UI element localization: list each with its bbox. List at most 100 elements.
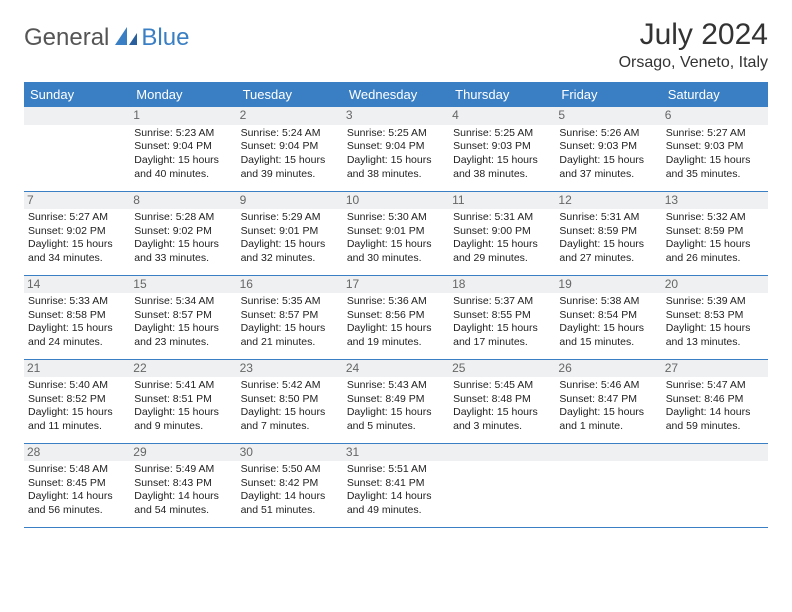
day-info-line: Sunset: 9:03 PM <box>559 140 657 154</box>
calendar-day-cell: 18Sunrise: 5:37 AMSunset: 8:55 PMDayligh… <box>449 275 555 359</box>
calendar-day-cell: 13Sunrise: 5:32 AMSunset: 8:59 PMDayligh… <box>662 191 768 275</box>
day-info-line: Sunrise: 5:40 AM <box>28 379 126 393</box>
day-info-line: Sunset: 8:56 PM <box>347 309 445 323</box>
day-info-line: Daylight: 15 hours <box>666 154 764 168</box>
day-info-line: and 15 minutes. <box>559 336 657 350</box>
day-number: 27 <box>662 360 768 378</box>
day-info-line: Sunset: 8:49 PM <box>347 393 445 407</box>
day-info-line: Sunrise: 5:49 AM <box>134 463 232 477</box>
day-number: 4 <box>449 107 555 125</box>
day-info-line: and 32 minutes. <box>241 252 339 266</box>
day-info-line: Sunset: 8:46 PM <box>666 393 764 407</box>
day-info-line: and 13 minutes. <box>666 336 764 350</box>
day-info-line: Sunset: 8:54 PM <box>559 309 657 323</box>
day-info-line: Daylight: 15 hours <box>559 238 657 252</box>
day-number: 3 <box>343 107 449 125</box>
calendar-day-cell: 20Sunrise: 5:39 AMSunset: 8:53 PMDayligh… <box>662 275 768 359</box>
day-info-line: and 34 minutes. <box>28 252 126 266</box>
day-info-line: Daylight: 15 hours <box>241 154 339 168</box>
calendar-day-cell: 16Sunrise: 5:35 AMSunset: 8:57 PMDayligh… <box>237 275 343 359</box>
calendar-day-cell: 4Sunrise: 5:25 AMSunset: 9:03 PMDaylight… <box>449 107 555 191</box>
calendar-day-cell: 1Sunrise: 5:23 AMSunset: 9:04 PMDaylight… <box>130 107 236 191</box>
day-info-line: and 33 minutes. <box>134 252 232 266</box>
day-number: 20 <box>662 276 768 294</box>
day-info-line: and 11 minutes. <box>28 420 126 434</box>
calendar-week-row: 21Sunrise: 5:40 AMSunset: 8:52 PMDayligh… <box>24 359 768 443</box>
day-info-line: and 54 minutes. <box>134 504 232 518</box>
day-number: 26 <box>555 360 661 378</box>
day-info-line: and 1 minute. <box>559 420 657 434</box>
day-info-line: and 40 minutes. <box>134 168 232 182</box>
day-info-line: Sunrise: 5:32 AM <box>666 211 764 225</box>
day-info-line: Daylight: 14 hours <box>347 490 445 504</box>
day-info-line: Sunrise: 5:35 AM <box>241 295 339 309</box>
calendar-day-cell: 7Sunrise: 5:27 AMSunset: 9:02 PMDaylight… <box>24 191 130 275</box>
calendar-week-row: 28Sunrise: 5:48 AMSunset: 8:45 PMDayligh… <box>24 443 768 527</box>
day-number: 2 <box>237 107 343 125</box>
page-header: General Blue July 2024 Orsago, Veneto, I… <box>24 18 768 72</box>
day-info-line: Sunrise: 5:42 AM <box>241 379 339 393</box>
day-number: 28 <box>24 444 130 462</box>
day-info-line: Daylight: 15 hours <box>28 406 126 420</box>
day-info-line: Sunset: 8:50 PM <box>241 393 339 407</box>
day-info-line: Sunset: 8:59 PM <box>666 225 764 239</box>
day-info-line: Daylight: 15 hours <box>347 322 445 336</box>
title-block: July 2024 Orsago, Veneto, Italy <box>619 18 768 72</box>
day-info-line: and 19 minutes. <box>347 336 445 350</box>
calendar-day-cell <box>449 443 555 527</box>
day-info-line: Sunrise: 5:38 AM <box>559 295 657 309</box>
day-info-line: Sunset: 9:00 PM <box>453 225 551 239</box>
day-info-line: Daylight: 15 hours <box>559 154 657 168</box>
calendar-day-cell: 31Sunrise: 5:51 AMSunset: 8:41 PMDayligh… <box>343 443 449 527</box>
calendar-day-cell: 29Sunrise: 5:49 AMSunset: 8:43 PMDayligh… <box>130 443 236 527</box>
day-info-line: Daylight: 15 hours <box>241 406 339 420</box>
weekday-header: Saturday <box>662 82 768 107</box>
day-number-empty <box>662 444 768 462</box>
day-number: 22 <box>130 360 236 378</box>
day-number: 23 <box>237 360 343 378</box>
day-info-line: Daylight: 15 hours <box>134 154 232 168</box>
day-info-line: Sunrise: 5:37 AM <box>453 295 551 309</box>
calendar-week-row: 7Sunrise: 5:27 AMSunset: 9:02 PMDaylight… <box>24 191 768 275</box>
day-info-line: and 35 minutes. <box>666 168 764 182</box>
day-info-line: Sunrise: 5:41 AM <box>134 379 232 393</box>
weekday-header: Monday <box>130 82 236 107</box>
calendar-day-cell: 3Sunrise: 5:25 AMSunset: 9:04 PMDaylight… <box>343 107 449 191</box>
day-number: 9 <box>237 192 343 210</box>
day-number: 8 <box>130 192 236 210</box>
day-number: 5 <box>555 107 661 125</box>
day-info-line: Sunset: 9:02 PM <box>134 225 232 239</box>
day-info-line: Sunrise: 5:26 AM <box>559 127 657 141</box>
day-info-line: and 37 minutes. <box>559 168 657 182</box>
day-number: 11 <box>449 192 555 210</box>
day-info-line: Sunset: 9:03 PM <box>666 140 764 154</box>
month-title: July 2024 <box>619 18 768 52</box>
calendar-body: 1Sunrise: 5:23 AMSunset: 9:04 PMDaylight… <box>24 107 768 527</box>
day-number: 16 <box>237 276 343 294</box>
day-info-line: Sunrise: 5:27 AM <box>28 211 126 225</box>
calendar-day-cell <box>662 443 768 527</box>
day-info-line: and 23 minutes. <box>134 336 232 350</box>
calendar-day-cell: 2Sunrise: 5:24 AMSunset: 9:04 PMDaylight… <box>237 107 343 191</box>
calendar-day-cell: 9Sunrise: 5:29 AMSunset: 9:01 PMDaylight… <box>237 191 343 275</box>
day-info-line: Daylight: 15 hours <box>134 406 232 420</box>
day-number: 19 <box>555 276 661 294</box>
day-info-line: Daylight: 15 hours <box>134 238 232 252</box>
day-info-line: and 26 minutes. <box>666 252 764 266</box>
calendar-day-cell: 8Sunrise: 5:28 AMSunset: 9:02 PMDaylight… <box>130 191 236 275</box>
day-info-line: Daylight: 14 hours <box>134 490 232 504</box>
day-info-line: and 49 minutes. <box>347 504 445 518</box>
day-number: 12 <box>555 192 661 210</box>
day-info-line: Sunrise: 5:28 AM <box>134 211 232 225</box>
day-info-line: Sunset: 8:59 PM <box>559 225 657 239</box>
day-info-line: Sunrise: 5:34 AM <box>134 295 232 309</box>
weekday-header: Sunday <box>24 82 130 107</box>
day-info-line: Sunrise: 5:39 AM <box>666 295 764 309</box>
calendar-day-cell: 15Sunrise: 5:34 AMSunset: 8:57 PMDayligh… <box>130 275 236 359</box>
day-info-line: and 3 minutes. <box>453 420 551 434</box>
day-info-line: Daylight: 15 hours <box>347 238 445 252</box>
day-number: 31 <box>343 444 449 462</box>
day-number: 7 <box>24 192 130 210</box>
day-info-line: Sunset: 9:02 PM <box>28 225 126 239</box>
day-info-line: Daylight: 14 hours <box>28 490 126 504</box>
